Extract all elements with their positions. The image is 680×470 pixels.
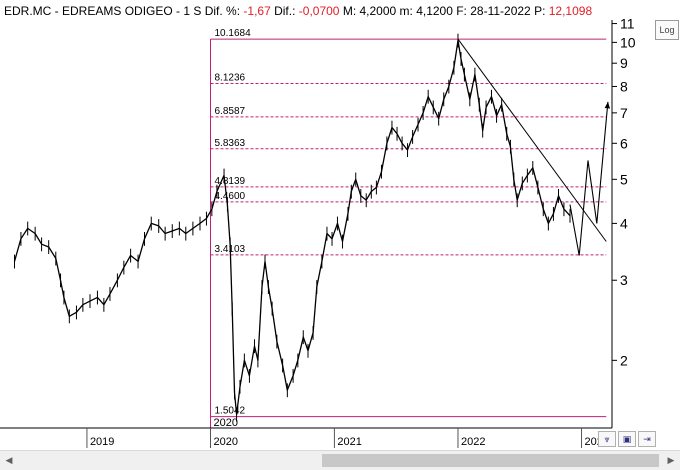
x-tick-label: 2019	[90, 436, 114, 448]
y-tick-label: 3	[620, 272, 628, 288]
period-label: 1 S	[183, 4, 202, 18]
dif-pct-value: -1,67	[243, 4, 271, 18]
floppy-disk-icon[interactable]: ▣	[618, 431, 636, 447]
header-separator-2: -	[172, 4, 184, 18]
dif-pct-label: Dif. %:	[201, 4, 244, 18]
date-value: 28-11-2022	[470, 4, 531, 18]
chevron-down-double-icon[interactable]: ⩔	[598, 431, 616, 447]
arrow-to-end-icon[interactable]: ⇥	[638, 431, 656, 447]
fib-level-label: 1.5042	[215, 406, 246, 417]
price-value: 12,1098	[548, 4, 593, 18]
fib-level-label: 10.1684	[215, 28, 252, 39]
dif-value: -0,0700	[298, 4, 340, 18]
log-scale-button[interactable]: Log	[655, 20, 679, 40]
x-tick-label: 2022	[461, 436, 485, 448]
y-tick-label: 9	[620, 55, 628, 71]
fib-level-label: 8.1236	[215, 72, 246, 83]
max-label: M:	[339, 4, 360, 18]
y-tick-label: 5	[620, 171, 628, 187]
chart-tools: ⩔ ▣ ⇥	[598, 431, 656, 447]
projection-arrowhead	[604, 101, 611, 109]
min-value: 4,1200	[416, 4, 453, 18]
min-label: m:	[396, 4, 417, 18]
y-tick-label: 7	[620, 105, 628, 121]
ticker-symbol: EDR.MC	[4, 4, 52, 18]
x-tick-label: 2021	[337, 436, 361, 448]
trendline	[457, 38, 607, 242]
dif-label: Dif.:	[270, 4, 299, 18]
scroll-thumb[interactable]	[322, 454, 659, 467]
fib-level-label: 4.4600	[215, 191, 246, 202]
price-series-line	[13, 39, 571, 416]
company-name: EDREAMS ODIGEO	[62, 4, 173, 18]
fib-level-label: 4.8139	[215, 176, 246, 187]
y-tick-label: 2	[620, 352, 628, 368]
triangle-left-icon[interactable]: ◀	[5, 455, 13, 465]
fib-level-label: 5.8363	[215, 138, 246, 149]
fib-box-year-label: 2020	[214, 417, 238, 429]
chart-header: EDR.MC - EDREAMS ODIGEO - 1 S Dif. %: -1…	[4, 2, 592, 20]
fib-level-label: 3.4103	[215, 244, 246, 255]
horizontal-scrollbar[interactable]: ◀ ▶	[0, 450, 680, 470]
projection-path	[569, 101, 609, 256]
fib-level-label: 6.8587	[215, 106, 246, 117]
y-tick-label: 11	[620, 16, 635, 32]
triangle-right-icon[interactable]: ▶	[667, 455, 675, 465]
max-value: 4,2000	[359, 4, 397, 18]
price-label: P:	[530, 4, 549, 18]
date-label: F:	[452, 4, 471, 18]
y-tick-label: 10	[620, 34, 636, 50]
y-tick-label: 8	[620, 78, 628, 94]
header-separator: -	[51, 4, 63, 18]
x-tick-label: 2020	[214, 436, 238, 448]
y-tick-label: 6	[620, 135, 628, 151]
y-tick-label: 4	[620, 215, 628, 231]
